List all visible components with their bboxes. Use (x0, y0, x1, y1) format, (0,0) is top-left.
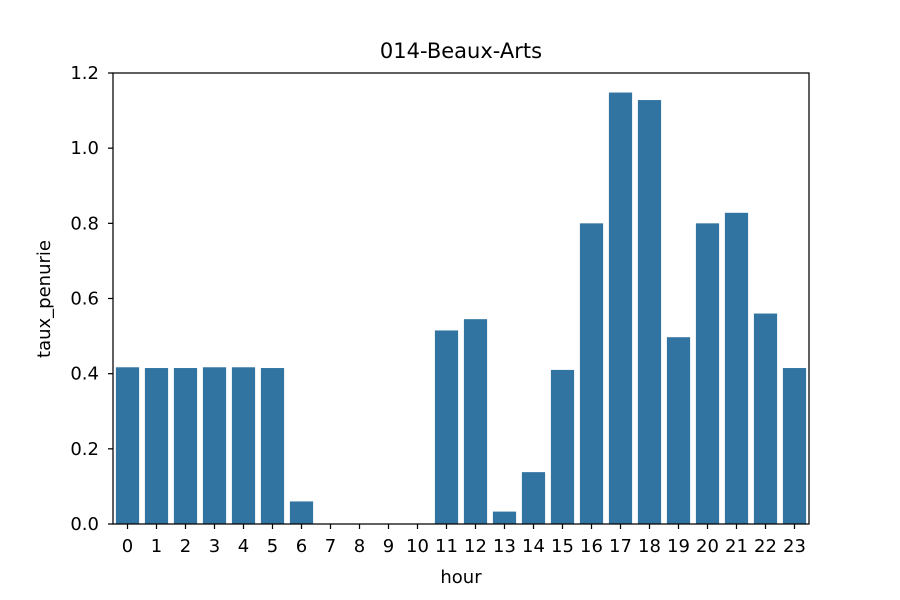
x-tick-label: 5 (267, 536, 278, 557)
x-tick-label: 23 (783, 536, 806, 557)
y-axis-label: taux_penurie (34, 240, 55, 358)
bar-hour-1 (144, 368, 169, 524)
bars-group (115, 92, 807, 525)
x-tick-label: 18 (638, 536, 661, 557)
x-tick-label: 3 (209, 536, 220, 557)
bar-hour-14 (521, 472, 546, 524)
bar-hour-2 (173, 368, 198, 524)
x-tick-label: 6 (296, 536, 307, 557)
y-tick-label: 1.2 (70, 63, 99, 84)
y-tick-label: 0.2 (70, 439, 99, 460)
bar-hour-22 (753, 313, 778, 524)
x-tick-label: 16 (580, 536, 603, 557)
bar-hour-4 (231, 367, 256, 524)
x-axis-label: hour (440, 567, 482, 588)
y-tick-label: 0.0 (70, 514, 99, 535)
bar-hour-18 (637, 100, 662, 524)
x-tick-label: 17 (609, 536, 632, 557)
bar-hour-3 (202, 367, 227, 524)
bar-hour-0 (115, 367, 140, 524)
bar-hour-11 (434, 330, 459, 524)
x-axis: 0 1 2 3 4 5 6 7 8 9 10 11 12 13 14 15 16 17 18 19 20 21 22 23 (122, 524, 806, 557)
x-tick-label: 21 (725, 536, 748, 557)
bar-hour-15 (550, 369, 575, 524)
bar-hour-19 (666, 337, 691, 524)
x-tick-label: 20 (696, 536, 719, 557)
bar-hour-6 (289, 501, 314, 524)
y-tick-label: 0.8 (70, 213, 99, 234)
bar-hour-16 (579, 223, 604, 525)
x-tick-label: 4 (238, 536, 249, 557)
x-tick-label: 22 (754, 536, 777, 557)
x-tick-label: 8 (354, 536, 365, 557)
chart-title: 014-Beaux-Arts (380, 39, 542, 63)
x-tick-label: 11 (435, 536, 458, 557)
x-tick-label: 19 (667, 536, 690, 557)
y-tick-label: 1.0 (70, 138, 99, 159)
x-tick-label: 12 (464, 536, 487, 557)
x-tick-label: 15 (551, 536, 574, 557)
y-tick-label: 0.6 (70, 289, 99, 310)
bar-hour-21 (724, 212, 749, 524)
x-tick-label: 1 (151, 536, 162, 557)
y-axis: 0.0 0.2 0.4 0.6 0.8 1.0 1.2 (70, 63, 113, 535)
y-tick-label: 0.4 (70, 364, 99, 385)
x-tick-label: 7 (325, 536, 336, 557)
bar-hour-17 (608, 92, 633, 524)
x-tick-label: 14 (522, 536, 545, 557)
bar-hour-5 (260, 368, 285, 524)
bar-hour-20 (695, 223, 720, 525)
x-tick-label: 2 (180, 536, 191, 557)
x-tick-label: 13 (493, 536, 516, 557)
x-tick-label: 9 (383, 536, 394, 557)
bar-hour-13 (492, 511, 517, 524)
x-tick-label: 10 (406, 536, 429, 557)
plot-frame (112, 72, 810, 525)
x-tick-label: 0 (122, 536, 133, 557)
bar-hour-12 (463, 319, 488, 524)
bar-hour-23 (782, 368, 807, 524)
